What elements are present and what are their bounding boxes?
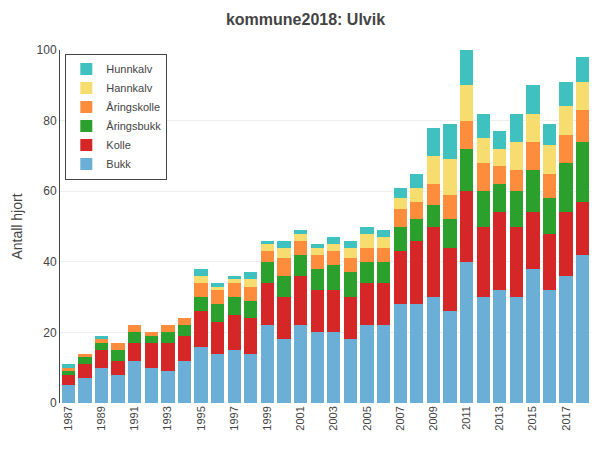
svg-text:60: 60: [43, 184, 57, 198]
svg-text:kommune2018: Ulvik: kommune2018: Ulvik: [226, 11, 385, 28]
svg-text:2003: 2003: [327, 406, 339, 430]
svg-text:2015: 2015: [526, 406, 538, 430]
svg-text:2011: 2011: [460, 406, 472, 430]
svg-text:20: 20: [43, 326, 57, 340]
svg-text:1999: 1999: [261, 406, 273, 430]
svg-text:2017: 2017: [560, 406, 572, 430]
svg-text:Kolle: Kolle: [106, 139, 130, 151]
svg-text:1995: 1995: [195, 406, 207, 430]
svg-text:2005: 2005: [361, 406, 373, 430]
svg-text:1993: 1993: [161, 406, 173, 430]
svg-text:Bukk: Bukk: [106, 158, 131, 170]
svg-text:2001: 2001: [294, 406, 306, 430]
svg-text:40: 40: [43, 255, 57, 269]
svg-text:2007: 2007: [394, 406, 406, 430]
svg-text:1987: 1987: [62, 406, 74, 430]
svg-text:2013: 2013: [493, 406, 505, 430]
svg-text:Hunnkalv: Hunnkalv: [106, 63, 152, 75]
svg-text:1989: 1989: [95, 406, 107, 430]
svg-text:0: 0: [50, 396, 57, 410]
svg-text:Åringsbukk: Åringsbukk: [106, 120, 161, 132]
svg-text:Hannkalv: Hannkalv: [106, 82, 152, 94]
svg-text:100: 100: [37, 43, 57, 57]
svg-text:1997: 1997: [228, 406, 240, 430]
svg-text:Åringskolle: Åringskolle: [106, 101, 160, 113]
svg-text:80: 80: [43, 114, 57, 128]
svg-text:2009: 2009: [427, 406, 439, 430]
svg-text:Antall hjort: Antall hjort: [9, 193, 25, 259]
svg-text:1991: 1991: [128, 406, 140, 430]
